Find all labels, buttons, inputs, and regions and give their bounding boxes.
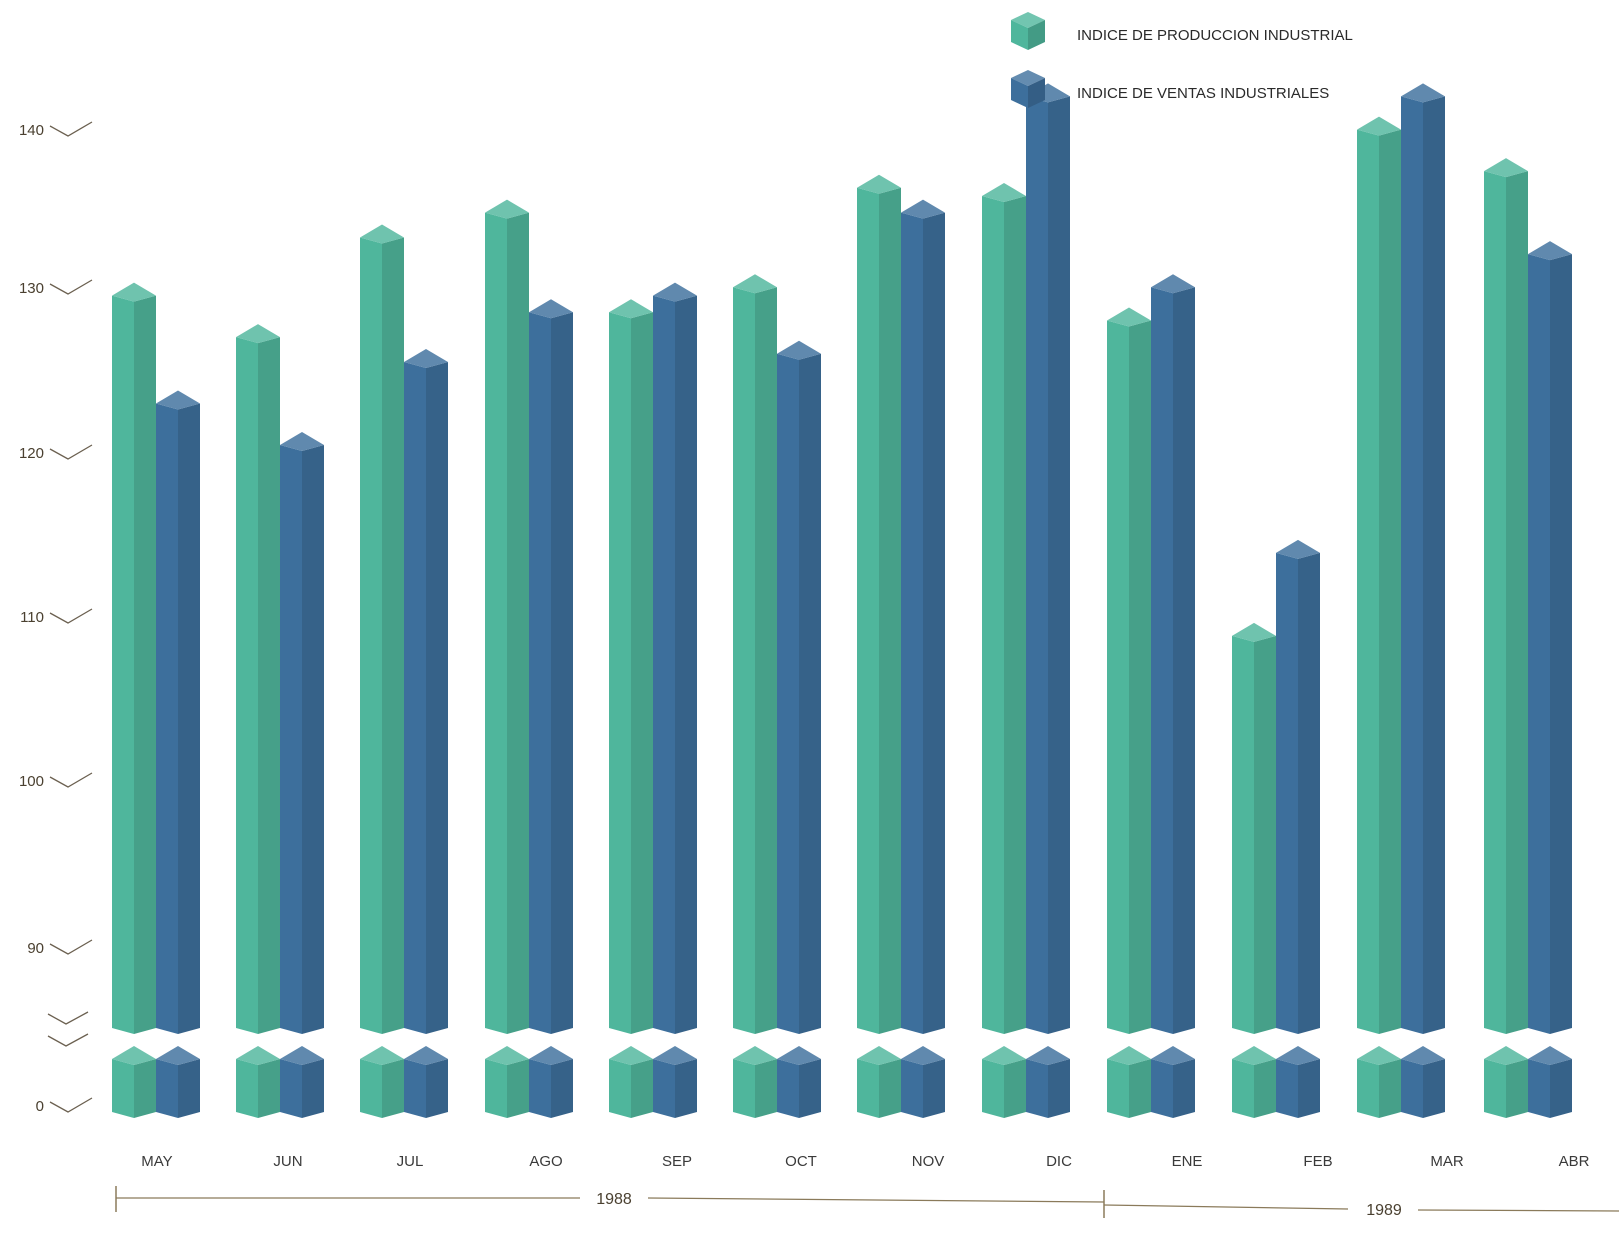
bar-lower-stub <box>609 1046 653 1118</box>
y-tick-mark <box>49 121 93 137</box>
bar-lower-stub <box>404 1046 448 1118</box>
bar-upper <box>1401 83 1445 1034</box>
bar-lower-stub <box>901 1046 945 1118</box>
y-tick-label: 0 <box>36 1098 44 1115</box>
axis-break-mark <box>47 1011 89 1025</box>
bar-upper <box>1026 83 1070 1034</box>
bar-lower-stub <box>1151 1046 1195 1118</box>
y-tick-mark <box>49 608 93 624</box>
y-axis: 140 130 120 110 100 90 0 <box>19 121 93 1115</box>
bar-upper <box>529 299 573 1034</box>
y-tick-label: 130 <box>19 280 44 297</box>
bar-lower-stub <box>156 1046 200 1118</box>
y-tick-mark <box>49 279 93 295</box>
bar-upper <box>1107 307 1151 1034</box>
bar-upper <box>1528 241 1572 1035</box>
x-tick-label: AGO <box>529 1153 562 1170</box>
year-bracket-line <box>1103 1204 1349 1210</box>
x-tick-label: SEP <box>662 1153 692 1170</box>
y-tick-mark <box>49 444 93 460</box>
bar-lower-stub <box>857 1046 901 1118</box>
x-tick-label: DIC <box>1046 1153 1072 1170</box>
bar-lower-stub <box>1484 1046 1528 1118</box>
bar-lower-stub <box>1232 1046 1276 1118</box>
bar-lower-stub <box>653 1046 697 1118</box>
legend-label: INDICE DE VENTAS INDUSTRIALES <box>1077 85 1329 102</box>
axis-break-mark <box>47 1033 89 1047</box>
bar-lower-stub <box>112 1046 156 1118</box>
year-bracket-line <box>1417 1209 1619 1212</box>
x-tick-label: ENE <box>1172 1153 1203 1170</box>
year-brackets: 1988 1989 <box>115 1186 1619 1219</box>
bar-upper <box>280 432 324 1034</box>
x-tick-label: ABR <box>1559 1153 1590 1170</box>
legend-label: INDICE DE PRODUCCION INDUSTRIAL <box>1077 27 1353 44</box>
bar-lower-stub <box>1401 1046 1445 1118</box>
x-tick-label: JUL <box>397 1153 424 1170</box>
bar-upper <box>1232 622 1276 1034</box>
bar-upper <box>360 224 404 1034</box>
y-tick-label: 110 <box>20 609 44 626</box>
x-tick-label: JUN <box>273 1153 302 1170</box>
bar-upper <box>112 282 156 1035</box>
x-tick-label: NOV <box>912 1153 945 1170</box>
bar-lower-stub <box>280 1046 324 1118</box>
x-tick-label: OCT <box>785 1153 817 1170</box>
bar-upper <box>901 199 945 1035</box>
bar-upper <box>156 390 200 1034</box>
bar-upper <box>1276 539 1320 1034</box>
year-label: 1988 <box>596 1191 632 1208</box>
bars <box>112 83 1572 1118</box>
bar-lower-stub <box>1357 1046 1401 1118</box>
year-bracket-line <box>647 1197 1105 1203</box>
bar-upper <box>1357 116 1401 1035</box>
y-tick-label: 120 <box>19 445 44 462</box>
bar-upper <box>777 340 821 1034</box>
bar-upper <box>653 282 697 1035</box>
bar-lower-stub <box>360 1046 404 1118</box>
y-tick-mark <box>49 939 93 955</box>
bar-lower-stub <box>982 1046 1026 1118</box>
bar-upper <box>1151 274 1195 1034</box>
y-tick-label: 140 <box>19 122 44 139</box>
bar-lower-stub <box>485 1046 529 1118</box>
bar-upper <box>733 274 777 1034</box>
y-tick-label: 90 <box>27 940 44 957</box>
legend-swatch-icon <box>1011 12 1045 50</box>
bar-upper <box>609 299 653 1034</box>
bar-lower-stub <box>733 1046 777 1118</box>
bar-upper <box>485 199 529 1035</box>
bar-upper <box>236 324 280 1035</box>
bar-lower-stub <box>529 1046 573 1118</box>
y-tick-mark <box>49 772 93 788</box>
y-tick-label: 100 <box>19 773 44 790</box>
bar-lower-stub <box>1026 1046 1070 1118</box>
category-labels: MAY JUN JUL AGO SEP OCT NOV DIC ENE FEB MAR ABR <box>141 1153 1589 1170</box>
bar-lower-stub <box>1107 1046 1151 1118</box>
bar-upper <box>404 349 448 1034</box>
year-label: 1989 <box>1366 1202 1402 1219</box>
y-tick-mark <box>49 1097 93 1113</box>
bar-upper <box>1484 158 1528 1035</box>
bar-lower-stub <box>1528 1046 1572 1118</box>
bar-lower-stub <box>1276 1046 1320 1118</box>
legend-item: INDICE DE VENTAS INDUSTRIALES <box>1011 70 1329 108</box>
x-tick-label: MAY <box>141 1153 172 1170</box>
bar-upper <box>857 174 901 1034</box>
x-tick-label: FEB <box>1303 1153 1332 1170</box>
legend-swatch-icon <box>1011 70 1045 108</box>
bar-lower-stub <box>777 1046 821 1118</box>
legend-item: INDICE DE PRODUCCION INDUSTRIAL <box>1011 12 1353 50</box>
bar-lower-stub <box>236 1046 280 1118</box>
legend: INDICE DE PRODUCCION INDUSTRIAL INDICE DE… <box>1011 12 1353 108</box>
bar-upper <box>982 183 1026 1034</box>
x-tick-label: MAR <box>1430 1153 1464 1170</box>
